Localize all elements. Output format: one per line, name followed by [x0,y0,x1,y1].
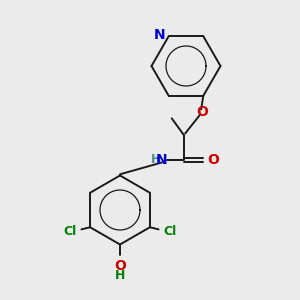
Text: H: H [115,269,125,282]
Text: Cl: Cl [164,225,177,238]
Text: H: H [151,153,161,166]
Text: O: O [114,260,126,274]
Text: O: O [208,153,220,167]
Text: Cl: Cl [63,225,76,238]
Text: O: O [197,105,208,119]
Text: N: N [156,153,168,167]
Text: N: N [154,28,165,42]
